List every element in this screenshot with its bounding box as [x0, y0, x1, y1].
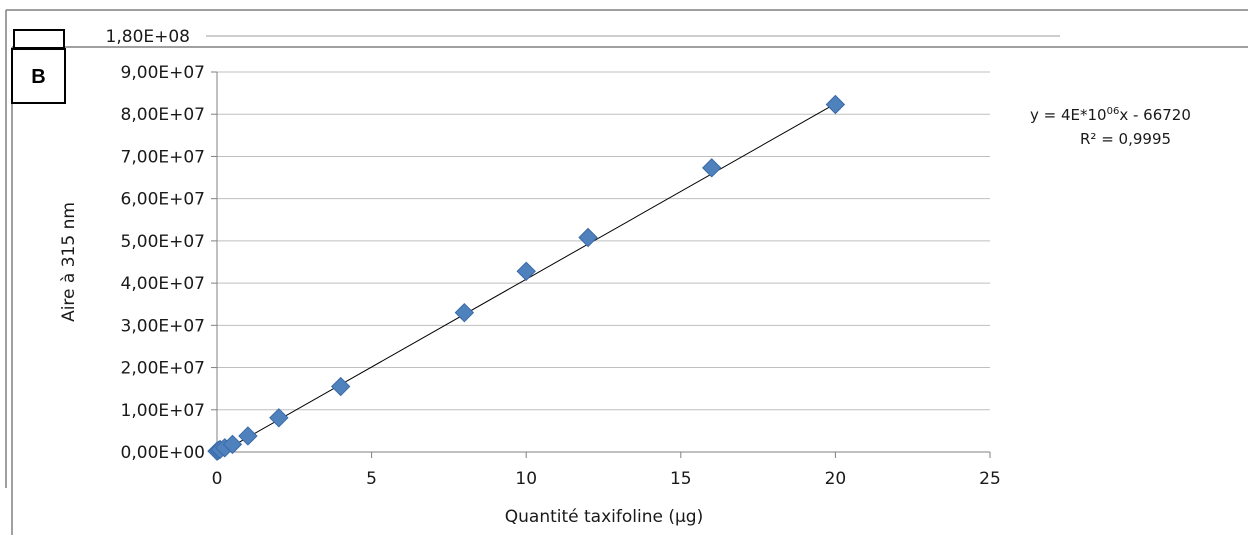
y-axis-title: Aire à 315 nm: [59, 202, 79, 322]
equation-suffix: x - 66720: [1119, 106, 1191, 124]
panel-label-box: B: [11, 48, 66, 104]
axes: [211, 71, 991, 458]
x-tick-label: 15: [670, 469, 692, 489]
panel-label: B: [31, 66, 45, 88]
data-point: [238, 426, 258, 446]
y-tick-label: 6,00E+07: [121, 190, 205, 210]
y-tick-label: 5,00E+07: [121, 232, 205, 252]
data-points: [207, 94, 846, 461]
x-tick-label: 0: [212, 469, 223, 489]
trendline-equation: y = 4E*1006x - 66720 R² = 0,9995: [1030, 106, 1191, 148]
y-tick-label: 2,00E+07: [121, 359, 205, 379]
data-point: [516, 261, 536, 281]
x-tick-label: 10: [515, 469, 537, 489]
r-squared: R² = 0,9995: [1080, 130, 1171, 148]
y-tick-label: 9,00E+07: [121, 63, 205, 83]
data-point: [269, 408, 289, 428]
y-tick-label: 0,00E+00: [121, 443, 205, 463]
chart-frames: [5, 9, 1248, 535]
data-point: [454, 302, 475, 323]
upper-panel-tick-label: 1,80E+08: [106, 27, 190, 47]
y-tick-label: 7,00E+07: [121, 147, 205, 167]
y-tick-label: 8,00E+07: [121, 105, 205, 125]
gridlines: [217, 71, 990, 411]
y-tick-label: 1,00E+07: [121, 401, 205, 421]
x-tick-label: 5: [366, 469, 377, 489]
data-point: [825, 94, 846, 115]
data-point: [222, 434, 243, 455]
equation-prefix: y = 4E*10: [1030, 106, 1107, 124]
svg-text:y = 4E*1006x - 66720: y = 4E*1006x - 66720: [1030, 106, 1191, 124]
y-tick-label: 4,00E+07: [121, 274, 205, 294]
equation-exponent: 06: [1107, 106, 1120, 117]
y-tick-labels: 0,00E+00 1,00E+07 2,00E+07 3,00E+07 4,00E+07…: [121, 63, 205, 463]
x-tick-label: 20: [825, 469, 847, 489]
x-axis-title: Quantité taxifoline (µg): [505, 507, 703, 527]
x-tick-labels: 0 5 10 15 20 25: [212, 469, 1001, 489]
panel-label-box-upper: [13, 29, 65, 49]
data-point: [578, 227, 598, 248]
data-point: [702, 158, 722, 178]
upper-panel-remnant: 1,80E+08: [106, 27, 1060, 47]
y-tick-label: 3,00E+07: [121, 316, 205, 336]
data-point: [330, 376, 351, 397]
x-tick-label: 25: [979, 469, 1001, 489]
